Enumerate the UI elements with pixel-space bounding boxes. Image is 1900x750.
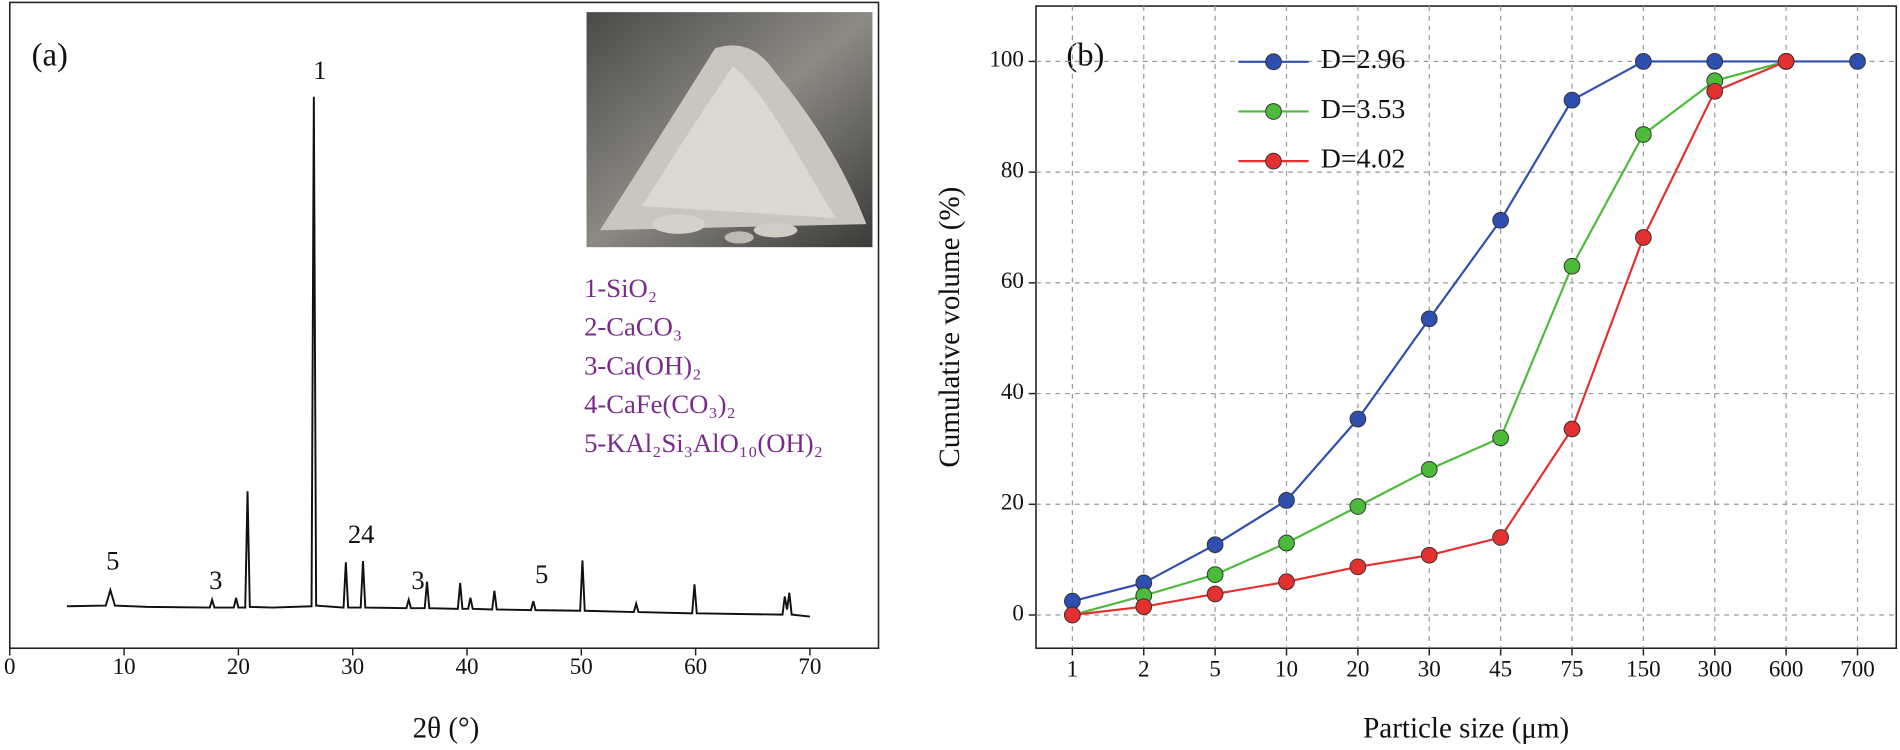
x-tick-label: 60 [684, 653, 707, 679]
point [1635, 53, 1652, 70]
x-tick-label: 1 [1067, 656, 1079, 682]
y-tick-label: 20 [1001, 489, 1024, 515]
point [1563, 91, 1581, 109]
x-tick-label: 10 [1275, 656, 1298, 682]
point [1563, 257, 1581, 275]
legend-label: D=2.96 [1321, 44, 1406, 75]
phase-label: 3-Ca(OH)₂ [584, 350, 701, 380]
x-tick-label: 150 [1626, 656, 1661, 682]
xrd-line [66, 96, 811, 618]
point [1420, 461, 1438, 478]
point [1278, 492, 1295, 509]
frame-b [1035, 5, 1898, 650]
point [1349, 410, 1367, 428]
point [1278, 573, 1295, 591]
phase-label: 4-CaFe(CO₃)₂ [584, 389, 736, 419]
phase-label: 5-KAl₂Si₃AlO₁₀(OH)₂ [584, 428, 823, 458]
x-tick-label: 0 [4, 653, 16, 679]
y-tick-label: 0 [1012, 599, 1024, 625]
x-tick-label: 45 [1489, 656, 1512, 682]
x-tick-label: 10 [113, 653, 136, 679]
x-tick-label: 50 [570, 653, 593, 679]
x-tick-label: 5 [1209, 656, 1221, 682]
point [1206, 536, 1224, 554]
x-axis-label: Particle size (μm) [1363, 712, 1569, 744]
peak-label: 24 [348, 519, 375, 549]
peak-label: 5 [535, 559, 548, 589]
x-tick-label: 75 [1561, 656, 1584, 682]
phase-label: 2-CaCO₃ [584, 312, 682, 342]
point [1706, 53, 1724, 70]
x-tick-label: 40 [455, 653, 478, 679]
x-tick-label: 700 [1840, 656, 1875, 682]
legend-marker [1265, 152, 1282, 170]
point [1420, 310, 1438, 328]
x-tick-label: 30 [341, 653, 364, 679]
point [1349, 498, 1367, 515]
point [1777, 53, 1795, 70]
legend-marker [1265, 53, 1282, 71]
legend-marker [1265, 103, 1282, 120]
point [1420, 546, 1438, 564]
point [1706, 82, 1724, 100]
frame-a [8, 1, 880, 650]
point [1635, 126, 1652, 143]
legend-label: D=3.53 [1321, 94, 1406, 125]
phase-label: 1-SiO₂ [584, 273, 657, 303]
peak-label: 1 [313, 55, 326, 85]
series-line [1072, 60, 1858, 603]
point [1206, 566, 1224, 583]
y-axis-label: Cumulative volume (%) [934, 187, 966, 468]
peak-label: 3 [411, 565, 424, 595]
legend-label: D=4.02 [1321, 144, 1406, 175]
x-tick-label: 30 [1418, 656, 1441, 682]
x-tick-label: 300 [1697, 656, 1732, 682]
point [1635, 229, 1652, 246]
y-tick-label: 100 [989, 46, 1024, 72]
point [1349, 558, 1367, 576]
point [1492, 429, 1509, 447]
point [1492, 211, 1509, 229]
y-tick-label: 60 [1001, 267, 1024, 293]
point [1206, 585, 1224, 603]
y-tick-label: 80 [1001, 156, 1024, 182]
x-axis-label: 2θ (°) [413, 712, 480, 744]
point [1492, 529, 1509, 546]
point [1278, 534, 1295, 552]
inset-photo [586, 12, 873, 248]
point [1563, 420, 1581, 438]
panel-label: (a) [32, 38, 68, 74]
x-tick-label: 70 [798, 653, 821, 679]
x-tick-label: 2 [1138, 656, 1150, 682]
x-tick-label: 600 [1769, 656, 1804, 682]
x-tick-label: 20 [1346, 656, 1369, 682]
peak-label: 3 [209, 565, 222, 595]
x-tick-label: 20 [227, 653, 250, 679]
point [1064, 606, 1081, 624]
y-tick-label: 40 [1001, 378, 1024, 404]
point [1849, 53, 1866, 70]
point [1135, 598, 1153, 616]
peak-label: 5 [106, 546, 119, 576]
